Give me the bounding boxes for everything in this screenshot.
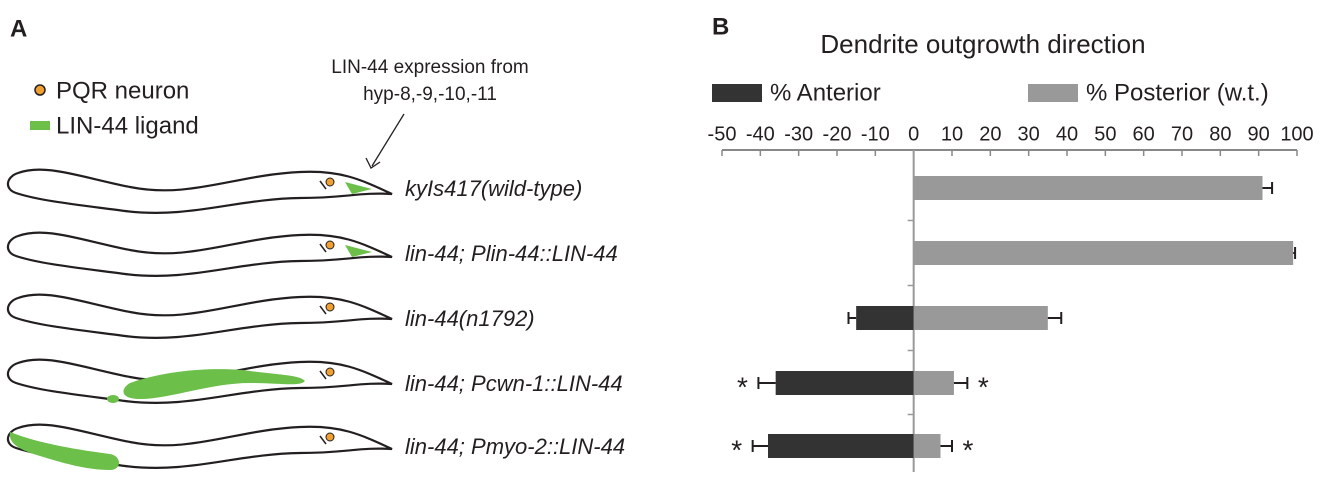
strain-label: lin-44; Plin-44::LIN-44 [405, 241, 618, 266]
significance: * [978, 371, 989, 402]
bar [856, 306, 914, 330]
error-bar [1262, 182, 1274, 194]
legend-swatch [1028, 84, 1078, 102]
legend-neuron [34, 84, 46, 96]
error-bar [1293, 247, 1297, 259]
strain-label: kyIs417(wild-type) [405, 176, 582, 201]
worm [6, 293, 394, 339]
legend-ligand [30, 121, 50, 130]
x-tick-label: 50 [1094, 123, 1116, 145]
error-bar [847, 312, 857, 324]
error-bar [1047, 312, 1063, 324]
annotation: hyp-8,-9,-10,-11 [363, 84, 497, 105]
x-tick-label: 0 [908, 123, 919, 145]
x-tick-label: 40 [1056, 123, 1078, 145]
x-tick-label: 80 [1209, 123, 1231, 145]
error-bar [953, 377, 969, 389]
chart-title: Dendrite outgrowth direction [820, 29, 1145, 59]
significance: * [737, 371, 748, 402]
error-bar [940, 440, 953, 452]
x-tick-label: -10 [861, 123, 890, 145]
x-tick-label: -20 [823, 123, 852, 145]
bar [913, 241, 1294, 265]
strain-label: lin-44; Pmyo-2::LIN-44 [405, 434, 625, 459]
legend-text: PQR neuron [56, 77, 189, 104]
bar [913, 306, 1048, 330]
worm [6, 358, 394, 404]
legend-text: LIN-44 ligand [56, 112, 199, 139]
bar [913, 176, 1263, 200]
x-tick-label: 70 [1171, 123, 1193, 145]
x-tick-label: 90 [1248, 123, 1270, 145]
bar [913, 371, 954, 395]
x-tick-label: -50 [708, 123, 737, 145]
legend-swatch [712, 84, 762, 102]
significance: * [731, 434, 742, 465]
error-bar [751, 440, 768, 452]
arrow [371, 113, 405, 167]
legend-text: % Posterior (w.t.) [1086, 79, 1269, 106]
panel-label: A [10, 15, 27, 42]
arrow-head [365, 157, 381, 169]
x-tick-label: 10 [941, 123, 963, 145]
error-bar [757, 377, 776, 389]
bar [913, 434, 941, 458]
x-tick-label: 100 [1280, 123, 1313, 145]
significance: * [963, 434, 974, 465]
worm [6, 168, 394, 214]
x-tick-label: 60 [1133, 123, 1155, 145]
x-tick-label: -30 [784, 123, 813, 145]
legend-text: % Anterior [770, 79, 881, 106]
panel-label: B [712, 13, 729, 40]
x-tick-label: 30 [1018, 123, 1040, 145]
strain-label: lin-44; Pcwn-1::LIN-44 [405, 371, 623, 396]
x-tick-label: -40 [746, 123, 775, 145]
annotation: LIN-44 expression from [331, 57, 528, 78]
worm [6, 423, 394, 470]
bar [768, 434, 914, 458]
strain-label: lin-44(n1792) [405, 306, 535, 331]
worm [6, 231, 394, 277]
bar [775, 371, 914, 395]
x-tick-label: 20 [979, 123, 1001, 145]
